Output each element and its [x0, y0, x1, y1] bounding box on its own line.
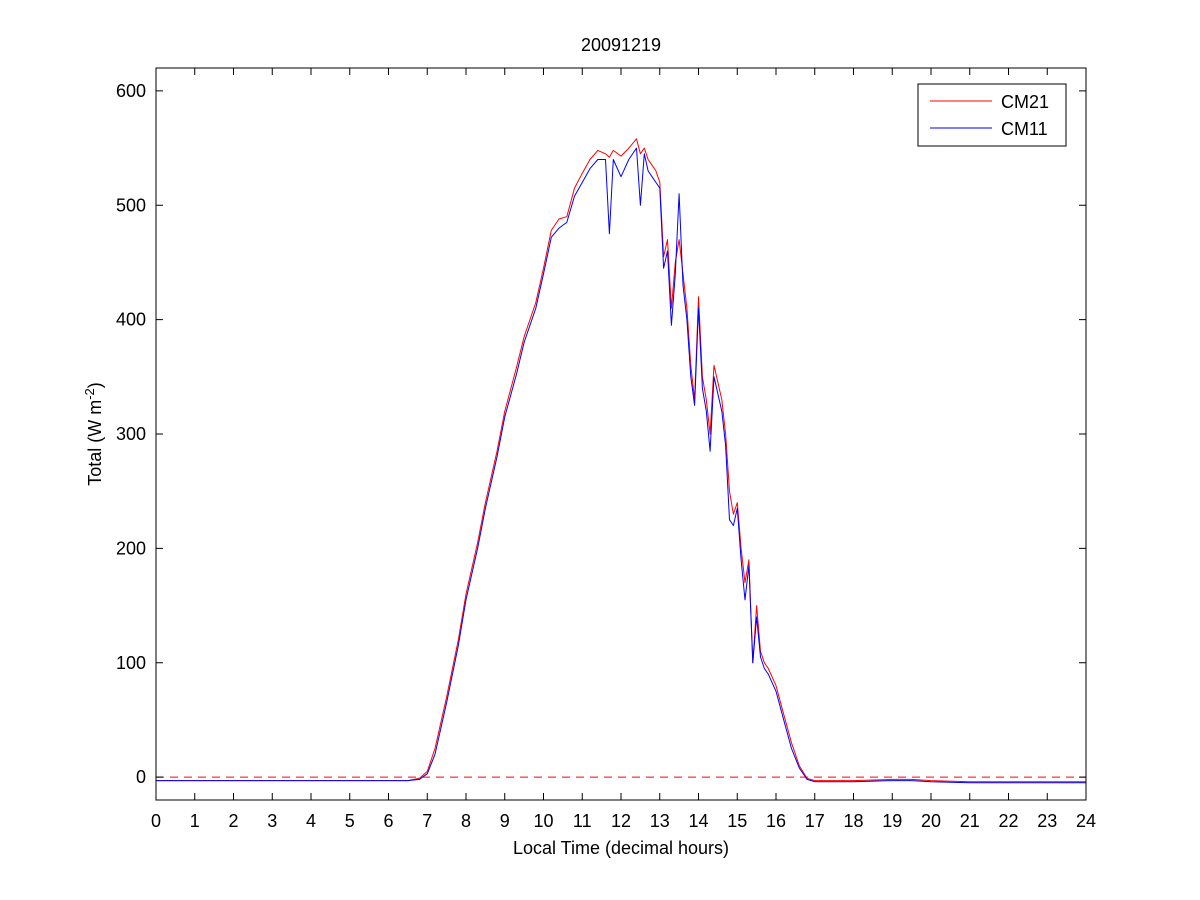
plot-frame: [155, 67, 1087, 801]
y-tick-label: 600: [116, 81, 146, 101]
y-axis-title-main: Total (W m: [85, 400, 105, 486]
series-group: [156, 138, 1086, 784]
y-axis-title-superscript: -2: [82, 388, 97, 400]
x-tick-label: 21: [960, 811, 980, 831]
x-tick-label: 3: [267, 811, 277, 831]
x-tick-label: 19: [882, 811, 902, 831]
plot-area: [156, 68, 1086, 800]
x-tick-label: 16: [766, 811, 786, 831]
legend-label-cm21: CM21: [1001, 92, 1049, 112]
x-tick-label: 13: [650, 811, 670, 831]
y-axis-title: Total (W m-2): [82, 382, 105, 486]
x-tick-label: 17: [805, 811, 825, 831]
x-tick-label: 24: [1076, 811, 1096, 831]
y-tick-label: 100: [116, 653, 146, 673]
x-tick-label: 8: [461, 811, 471, 831]
x-tick-label: 11: [573, 811, 592, 831]
y-tick-label: 0: [136, 767, 146, 787]
x-tick-label: 5: [345, 811, 355, 831]
y-tick-label: 200: [116, 538, 146, 558]
legend-label-cm11: CM11: [1001, 119, 1048, 139]
x-tick-label: 12: [611, 811, 631, 831]
legend: CM21 CM11: [917, 83, 1067, 147]
tick-group: 0 1 2 3 4 5 6 7 8 9 10 11 12 13 14 15 16 17 18 19 20 21 22 23 24…: [116, 68, 1096, 831]
y-tick-label: 500: [116, 195, 146, 215]
legend-box: [917, 83, 1067, 147]
y-tick-label: 300: [116, 424, 146, 444]
x-tick-label: 22: [998, 811, 1018, 831]
series-line-cm11: [156, 147, 1086, 784]
x-tick-label: 15: [727, 811, 747, 831]
series-line-cm21: [156, 138, 1086, 783]
y-axis-title-end: ): [85, 382, 105, 388]
x-tick-label: 9: [500, 811, 510, 831]
x-tick-label: 0: [151, 811, 161, 831]
x-tick-label: 6: [383, 811, 393, 831]
x-tick-label: 2: [228, 811, 238, 831]
x-tick-label: 1: [190, 811, 200, 831]
x-tick-label: 7: [422, 811, 432, 831]
x-tick-label: 18: [843, 811, 863, 831]
x-tick-label: 10: [533, 811, 553, 831]
x-tick-label: 14: [688, 811, 708, 831]
x-tick-label: 4: [306, 811, 316, 831]
y-tick-label: 400: [116, 310, 146, 330]
x-tick-label: 23: [1037, 811, 1057, 831]
chart-title: 20091219: [581, 35, 661, 55]
x-tick-label: 20: [921, 811, 941, 831]
x-axis-title: Local Time (decimal hours): [513, 838, 729, 858]
